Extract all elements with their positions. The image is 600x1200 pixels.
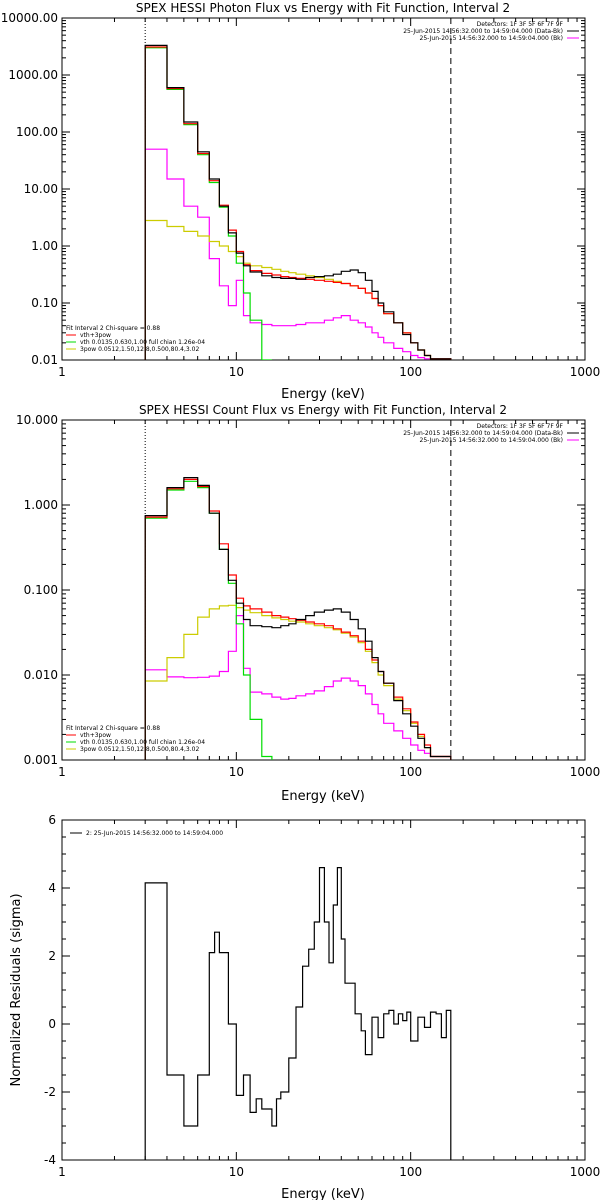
photon-legend-tr-text: 25-Jun-2015 14:56:32.000 to 14:59:04.000… xyxy=(403,28,563,35)
count-legend-bl-text: vth+3pow xyxy=(80,732,111,739)
resid-x-tick-label: 100 xyxy=(399,1165,422,1179)
count-series-background-line xyxy=(144,615,452,760)
photon-legend-bl-text: vth+3pow xyxy=(80,332,111,339)
resid-x-tick-label: 1 xyxy=(58,1165,66,1179)
count-plot-area: 1 10 100 1000 0.001 0.010 0.100 1.000 10.000 Dete… xyxy=(16,413,600,779)
photon-legend-tr-text: 25-Jun-2015 14:56:32.000 to 14:59:04.000… xyxy=(420,35,563,42)
residuals-x-axis-label: Energy (keV) xyxy=(281,1187,365,1200)
resid-series-data-line xyxy=(144,867,452,1160)
count-legend-bl-text: 3pow 0.0512,1.50,12.8,0.500,80.4,3.02 xyxy=(80,746,199,753)
photon-flux-panel: SPEX HESSI Photon Flux vs Energy with Fi… xyxy=(1,1,600,402)
count-x-tick-label: 1 xyxy=(58,765,66,779)
photon-legend-bl-text: vth 0.0135,0.630,1.00 full chian 1.26e-0… xyxy=(80,339,205,346)
residuals-y-axis-label: Normalized Residuals (sigma) xyxy=(9,893,24,1086)
resid-x-tick-label: 1000 xyxy=(570,1165,600,1179)
resid-y-tick-label: 2 xyxy=(48,949,56,963)
count-legend-tr-text: 25-Jun-2015 14:56:32.000 to 14:59:04.000… xyxy=(403,430,563,437)
count-y-tick-label: 0.100 xyxy=(24,583,58,597)
resid-y-tick-label: 0 xyxy=(48,1017,56,1031)
photon-legend-bl-text: 3pow 0.0512,1.50,12.8,0.500,80.4,3.02 xyxy=(80,346,199,353)
photon-x-tick-label: 1 xyxy=(58,365,66,379)
count-legend-bl-text: vth 0.0135,0.630,1.00 full chian 1.26e-0… xyxy=(80,739,205,746)
photon-series-background-line xyxy=(144,148,452,360)
photon-legend-tr-text: Detectors: 1F 3F 5F 6F 7F 9F xyxy=(477,21,564,28)
count-series-data-line xyxy=(144,477,452,760)
count-x-tick-label: 1000 xyxy=(570,765,600,779)
photon-plot-area: 1 10 100 1000 0.01 0.10 1.00 10.00 100.00 1000.00… xyxy=(1,11,600,379)
photon-y-tick-label: 0.10 xyxy=(31,296,58,310)
photon-chart-title: SPEX HESSI Photon Flux vs Energy with Fi… xyxy=(136,1,510,15)
count-y-tick-label: 10.000 xyxy=(16,413,58,427)
resid-y-tick-label: 6 xyxy=(48,813,56,827)
residuals-panel: 1 10 100 1000 -4 -2 0 2 4 6 2: 25-Jun-2015 14:56:3… xyxy=(9,813,600,1200)
resid-x-tick-label: 10 xyxy=(229,1165,244,1179)
photon-x-axis-label: Energy (keV) xyxy=(281,387,365,402)
photon-y-tick-label: 1.00 xyxy=(31,239,58,253)
count-y-tick-label: 0.010 xyxy=(24,668,58,682)
resid-legend-tl-text: 2: 25-Jun-2015 14:56:32.000 to 14:59:04.… xyxy=(86,830,223,837)
count-x-tick-label: 10 xyxy=(229,765,244,779)
photon-x-tick-label: 1000 xyxy=(570,365,600,379)
count-legend-bl-text: Fit Interval 2 Chi-square = 0.88 xyxy=(66,725,160,732)
photon-x-tick-label: 100 xyxy=(399,365,422,379)
photon-y-tick-label: 1000.00 xyxy=(8,68,58,82)
photon-x-tick-label: 10 xyxy=(229,365,244,379)
resid-y-tick-label: 4 xyxy=(48,881,56,895)
photon-y-tick-label: 10000.00 xyxy=(1,11,58,25)
count-flux-panel: SPEX HESSI Count Flux vs Energy with Fit… xyxy=(16,403,600,804)
resid-y-tick-label: -4 xyxy=(44,1153,56,1167)
count-x-axis-label: Energy (keV) xyxy=(281,789,365,804)
resid-y-tick-label: -2 xyxy=(44,1085,56,1099)
photon-y-tick-label: 10.00 xyxy=(24,182,58,196)
count-y-tick-label: 0.001 xyxy=(24,753,58,767)
count-legend-tr-text: Detectors: 1F 3F 5F 6F 7F 9F xyxy=(477,423,564,430)
count-chart-title: SPEX HESSI Count Flux vs Energy with Fit… xyxy=(139,403,507,417)
photon-series-data-line xyxy=(144,44,452,360)
photon-legend-bl-text: Fit Interval 2 Chi-square = 0.88 xyxy=(66,325,160,332)
count-x-tick-label: 100 xyxy=(399,765,422,779)
photon-y-tick-label: 100.00 xyxy=(16,125,58,139)
photon-series-vth-line xyxy=(144,47,272,360)
count-y-tick-label: 1.000 xyxy=(24,498,58,512)
residuals-plot-area: 1 10 100 1000 -4 -2 0 2 4 6 2: 25-Jun-2015 14:56:3… xyxy=(44,813,600,1179)
count-legend-tr-text: 25-Jun-2015 14:56:32.000 to 14:59:04.000… xyxy=(420,437,563,444)
photon-y-tick-label: 0.01 xyxy=(31,353,58,367)
